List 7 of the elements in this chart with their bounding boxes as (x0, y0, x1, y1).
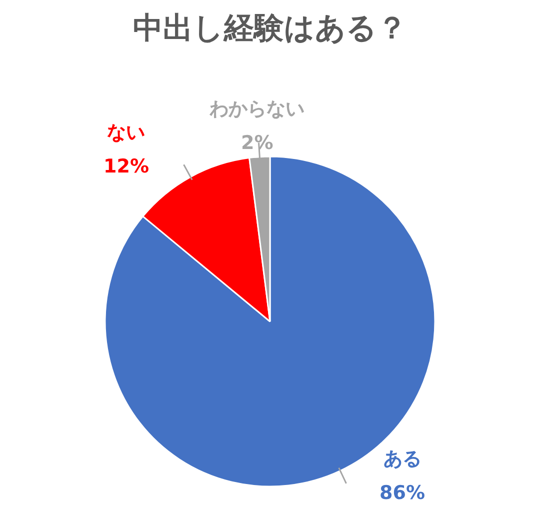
data-label: 86% (380, 482, 426, 504)
slice-label: わからない (208, 98, 305, 120)
slice-label: ある (383, 448, 422, 470)
chart-title: 中出し経験はある？ (133, 10, 407, 46)
data-label: 2% (240, 132, 274, 154)
data-label: 12% (104, 156, 149, 178)
slice-label: ない (107, 122, 146, 144)
